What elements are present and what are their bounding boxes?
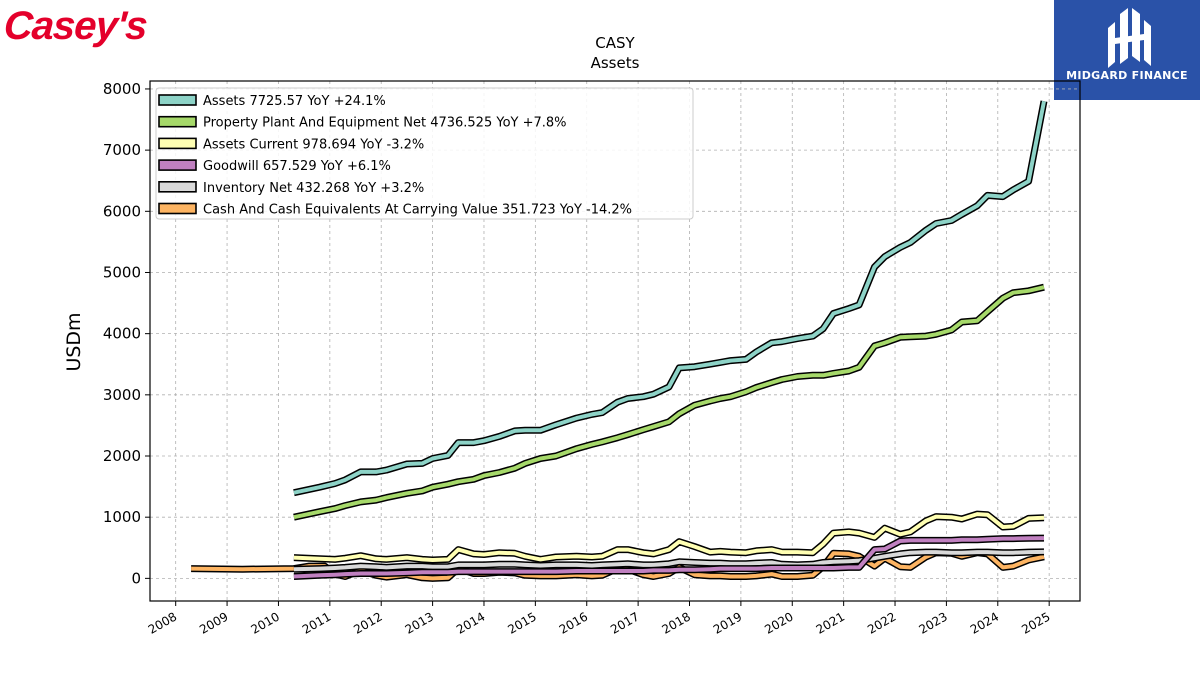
x-tick-label: 2016 [557,609,590,636]
x-tick-label: 2025 [1019,609,1052,636]
legend-swatch [158,202,197,215]
legend-label: Property Plant And Equipment Net 4736.52… [203,116,567,131]
legend-label: Assets Current 978.694 YoY -3.2% [203,137,424,152]
midgard-brand-text: MIDGARD FINANCE [1066,69,1188,82]
series-line [293,536,1045,579]
legend-label: Goodwill 657.529 YoY +6.1% [203,159,391,174]
legend-box [155,87,694,220]
y-tick-label: 6000 [103,202,141,220]
chart-subtitle: Assets [591,54,640,72]
x-tick-label: 2015 [505,609,538,636]
midgard-mark-icon [1108,8,1151,68]
legend-label: Inventory Net 432.268 YoY +3.2% [203,181,424,196]
x-tick-label: 2023 [916,609,949,636]
y-tick-label: 8000 [103,80,141,98]
x-tick-label: 2008 [146,609,179,636]
series-lines [191,100,1048,582]
y-tick-label: 2000 [103,447,141,465]
legend: Assets 7725.57 YoY +24.1% Property Plant … [155,87,694,220]
x-tick-label: 2018 [660,609,693,636]
legend-swatch [158,94,197,106]
y-tick-label: 1000 [103,508,141,526]
x-tick-label: 2020 [762,609,795,636]
x-tick-label: 2009 [197,609,230,636]
x-tick-label: 2013 [403,609,436,636]
x-tick-label: 2010 [248,609,281,636]
series-line [293,512,1045,562]
x-tick-label: 2012 [351,609,384,636]
legend-swatch [158,115,197,128]
y-tick-label: 3000 [103,386,141,404]
x-tick-label: 2022 [865,609,898,636]
x-tick-label: 2011 [300,609,333,636]
series-outline [293,283,1045,521]
x-tick-label: 2014 [454,609,487,636]
midgard-finance-logo: MIDGARD FINANCE [1054,0,1200,100]
y-tick-label: 4000 [103,325,141,343]
legend-swatch [158,159,197,171]
legend-label: Assets 7725.57 YoY +24.1% [203,94,386,109]
x-tick-label: 2019 [711,609,744,636]
y-tick-label: 0 [131,569,141,587]
series-line [293,285,1045,520]
series-line [293,100,1046,495]
x-tick-label: 2017 [608,609,641,636]
plot-frame [149,80,1081,602]
y-axis-label: USDm [63,312,85,371]
legend-swatch [158,137,197,150]
series-line [293,549,1045,572]
x-tick-label: 2024 [968,609,1001,636]
x-tick-label: 2021 [814,609,847,636]
legend-label: Cash And Cash Equivalents At Carrying Va… [203,203,632,218]
y-tick-label: 5000 [103,263,141,281]
chart-title: CASY [595,34,635,52]
y-tick-label: 7000 [103,141,141,159]
legend-swatch [158,181,197,193]
